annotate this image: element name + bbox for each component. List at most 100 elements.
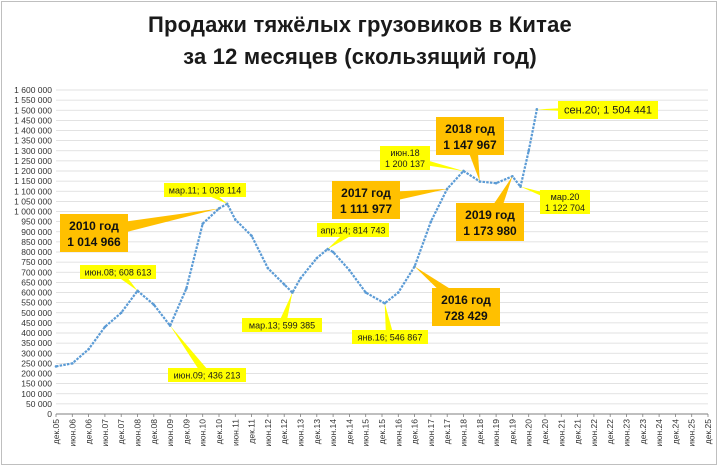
y-tick-label: 900 000	[21, 227, 52, 237]
data-point	[429, 220, 433, 223]
data-point	[87, 347, 90, 351]
callout-box	[380, 146, 430, 170]
callout-label: мар.20	[551, 192, 580, 202]
data-point	[234, 218, 237, 221]
callout-pointer	[278, 292, 293, 327]
callout-label: 1 200 137	[385, 159, 425, 169]
x-tick-label: июн.09	[165, 419, 175, 447]
x-tick-label: дек.19	[507, 419, 517, 444]
x-tick-label: дек.24	[670, 419, 680, 444]
callout-label: янв.16; 546 867	[358, 333, 423, 343]
y-tick-label: 700 000	[21, 267, 52, 277]
y-tick-label: 0	[47, 409, 52, 419]
x-tick-label: дек.09	[181, 419, 191, 444]
x-tick-label: дек.17	[442, 419, 452, 444]
data-point	[383, 301, 387, 305]
data-point	[348, 268, 351, 272]
data-point	[494, 181, 498, 185]
x-tick-label: дек.12	[279, 419, 289, 444]
x-tick-label: дек.14	[344, 419, 354, 444]
data-point	[54, 365, 58, 368]
callout-label: июн.18	[390, 148, 419, 158]
x-tick-label: дек.21	[573, 419, 583, 444]
callout-label: июн.08; 608 613	[85, 268, 152, 278]
y-tick-label: 150 000	[21, 379, 52, 389]
x-tick-label: дек.11	[247, 419, 257, 444]
x-tick-label: июн.22	[589, 419, 599, 447]
data-point	[364, 291, 368, 294]
data-point	[299, 277, 302, 280]
data-point	[535, 108, 539, 111]
data-point	[152, 303, 156, 306]
y-tick-label: 800 000	[21, 247, 52, 257]
callout-box	[436, 117, 504, 155]
callout-year: 2016 год	[441, 293, 491, 307]
callout-box	[60, 214, 128, 252]
callout-year: 2017 год	[341, 186, 391, 200]
y-tick-label: 250 000	[21, 358, 52, 368]
y-tick-label: 100 000	[21, 389, 52, 399]
data-point	[185, 287, 188, 290]
y-tick-label: 1 550 000	[14, 95, 52, 105]
x-tick-label: июн.13	[296, 419, 306, 447]
x-tick-label: дек.06	[84, 419, 94, 444]
y-tick-label: 950 000	[21, 217, 52, 227]
callout-box	[432, 288, 500, 326]
x-tick-label: дек.10	[214, 419, 224, 444]
x-tick-label: июн.08	[133, 419, 143, 447]
x-tick-label: июн.16	[393, 419, 403, 447]
y-tick-label: 1 600 000	[14, 85, 52, 95]
y-tick-label: 500 000	[21, 308, 52, 318]
x-tick-label: дек.15	[377, 419, 387, 444]
y-tick-label: 1 250 000	[14, 156, 52, 166]
x-tick-label: июн.20	[524, 419, 534, 447]
x-tick-label: июн.19	[491, 419, 501, 447]
callout-value: 1 173 980	[463, 224, 517, 238]
callout-box	[456, 203, 524, 241]
y-tick-label: 1 050 000	[14, 196, 52, 206]
x-tick-label: июн.07	[100, 419, 110, 447]
callout-box	[317, 223, 389, 237]
y-tick-label: 600 000	[21, 288, 52, 298]
x-tick-label: дек.20	[540, 419, 550, 444]
callout-year: 2018 год	[445, 122, 495, 136]
callout-box	[352, 330, 428, 344]
x-tick-label: июн.06	[67, 419, 77, 447]
data-point	[103, 325, 107, 329]
callout-label: сен.20; 1 504 441	[564, 105, 652, 117]
x-tick-label: июн.24	[654, 419, 664, 447]
x-tick-label: июн.10	[198, 419, 208, 447]
data-point	[315, 256, 319, 260]
callout-box	[168, 368, 246, 382]
x-tick-label: дек.08	[149, 419, 159, 444]
data-point	[397, 291, 400, 294]
callout-box	[164, 183, 246, 197]
y-tick-label: 1 150 000	[14, 176, 52, 186]
callout-value: 1 147 967	[443, 138, 497, 152]
x-tick-label: июн.23	[622, 419, 632, 447]
x-tick-label: дек.13	[312, 419, 322, 444]
y-tick-label: 400 000	[21, 328, 52, 338]
callout-year: 2010 год	[69, 219, 119, 233]
callout-label: мар.13; 599 385	[249, 321, 315, 331]
y-tick-label: 200 000	[21, 369, 52, 379]
callout-label: 1 122 704	[545, 203, 585, 213]
callout-value: 728 429	[444, 309, 488, 323]
x-tick-label: дек.05	[51, 419, 61, 444]
callout-pointer	[384, 303, 394, 338]
data-point	[331, 250, 335, 254]
y-tick-label: 1 300 000	[14, 146, 52, 156]
callout-value: 1 111 977	[340, 202, 392, 216]
y-tick-label: 1 000 000	[14, 207, 52, 217]
data-point	[527, 149, 530, 153]
y-tick-label: 350 000	[21, 338, 52, 348]
callout-label: апр.14; 814 743	[321, 226, 386, 236]
y-tick-label: 1 500 000	[14, 105, 52, 115]
data-point	[119, 311, 123, 315]
x-tick-label: июн.14	[328, 419, 338, 447]
x-tick-label: дек.25	[703, 419, 713, 444]
callout-year: 2019 год	[465, 208, 515, 222]
x-tick-label: июн.18	[459, 419, 469, 447]
x-tick-label: дек.23	[638, 419, 648, 444]
